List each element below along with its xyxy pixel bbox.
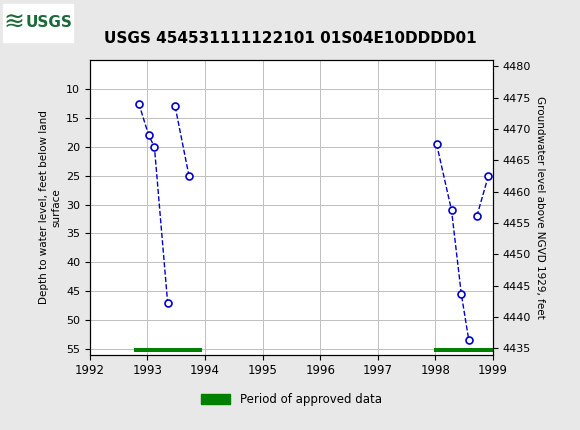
FancyBboxPatch shape (3, 3, 72, 42)
Y-axis label: Groundwater level above NGVD 1929, feet: Groundwater level above NGVD 1929, feet (535, 96, 545, 319)
Text: USGS: USGS (26, 15, 73, 30)
Y-axis label: Depth to water level, feet below land
surface: Depth to water level, feet below land su… (39, 111, 62, 304)
Bar (133, 348, 202, 352)
Text: ≋: ≋ (3, 11, 24, 34)
Text: USGS 454531111122101 01S04E10DDDD01: USGS 454531111122101 01S04E10DDDD01 (104, 31, 476, 46)
Legend: Period of approved data: Period of approved data (196, 388, 387, 411)
Bar (434, 348, 493, 352)
